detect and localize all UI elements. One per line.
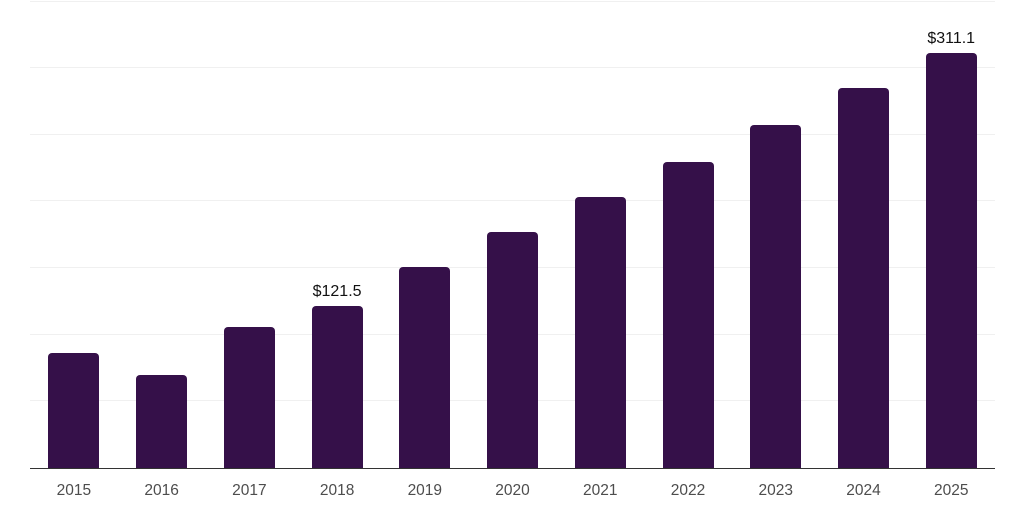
- bar-column-2025: $311.1: [907, 0, 995, 468]
- bar-2016[interactable]: [136, 374, 188, 468]
- bars-container: $121.5 $311.1: [30, 0, 995, 468]
- bar-2025[interactable]: [925, 53, 977, 468]
- bar-2019[interactable]: [399, 267, 451, 468]
- x-tick-2016: 2016: [144, 482, 179, 499]
- bar-2024[interactable]: [837, 88, 889, 468]
- bar-2020[interactable]: [487, 232, 539, 468]
- bar-2015[interactable]: [48, 353, 100, 468]
- gridline-350: [30, 0, 995, 2]
- bar-2022[interactable]: [662, 161, 714, 468]
- x-tick-2022: 2022: [670, 482, 706, 499]
- x-tick-2021: 2021: [583, 482, 618, 499]
- value-label-2018: $121.5: [312, 283, 362, 301]
- bar-column-2022: [644, 0, 732, 468]
- value-label-2025: $311.1: [927, 30, 976, 48]
- gridline-200: [30, 200, 995, 202]
- x-tick-2015: 2015: [56, 482, 92, 499]
- bar-2018[interactable]: [311, 306, 363, 468]
- bar-2017[interactable]: [223, 327, 275, 468]
- x-axis-labels: 2015 2016 2017 2018 2019 2020 2021 2022 2023 2024…: [30, 480, 995, 502]
- bar-column-2020: [469, 0, 557, 468]
- bar-column-2023: [732, 0, 820, 468]
- bar-column-2024: [820, 0, 908, 468]
- bar-column-2016: [118, 0, 206, 468]
- bar-column-2018: $121.5: [293, 0, 381, 468]
- x-tick-2019: 2019: [407, 482, 443, 499]
- x-tick-2024: 2024: [846, 482, 881, 499]
- bar-column-2015: [30, 0, 118, 468]
- gridline-250: [30, 133, 995, 135]
- plot-area: $121.5 $311.1: [30, 0, 995, 469]
- x-tick-2023: 2023: [758, 482, 793, 499]
- x-tick-2020: 2020: [495, 482, 530, 499]
- gridline-300: [30, 67, 995, 69]
- bar-column-2021: [556, 0, 644, 468]
- x-tick-2018: 2018: [319, 482, 355, 499]
- x-tick-2025: 2025: [933, 482, 969, 499]
- bar-2023[interactable]: [750, 125, 802, 468]
- bar-2021[interactable]: [574, 197, 626, 468]
- bar-column-2019: [381, 0, 469, 468]
- x-tick-2017: 2017: [232, 482, 267, 499]
- bar-column-2017: [205, 0, 293, 468]
